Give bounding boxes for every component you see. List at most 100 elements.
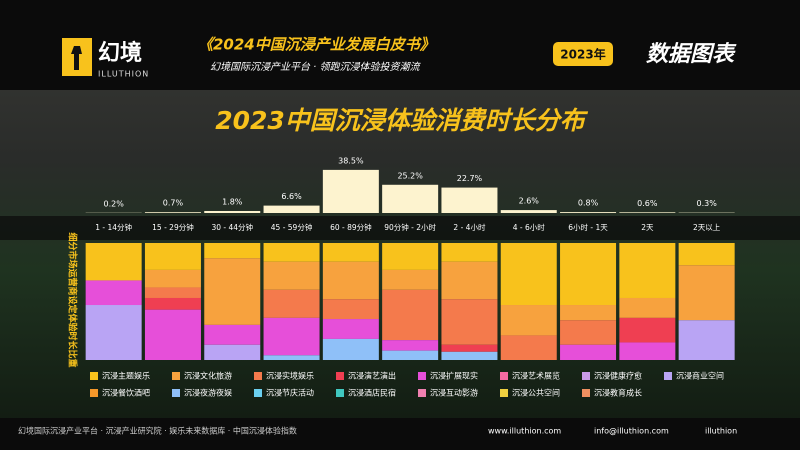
bar — [560, 212, 616, 213]
legend-label: 沉浸文化旅游 — [184, 371, 232, 381]
value-label: 6.6% — [281, 192, 302, 201]
value-label: 0.8% — [578, 199, 599, 208]
stack-segment — [679, 320, 735, 360]
stack-segment — [86, 305, 142, 360]
stack-segment — [264, 262, 320, 290]
value-label: 1.8% — [222, 197, 243, 206]
category-label: 4 - 6小时 — [513, 222, 546, 232]
legend-label: 沉浸主题娱乐 — [102, 371, 150, 381]
legend-swatch — [172, 389, 180, 397]
stack-segment — [145, 270, 201, 288]
stack-segment — [323, 319, 379, 339]
value-label: 0.7% — [163, 199, 184, 208]
y-axis-label: 细分市场运营商设定体验时长比重 — [67, 232, 79, 367]
stack-segment — [204, 325, 260, 345]
legend-swatch — [254, 372, 262, 380]
legend-swatch — [500, 389, 508, 397]
stack-segment — [382, 351, 438, 360]
stack-segment — [145, 298, 201, 310]
legend-label: 沉浸艺术展览 — [512, 371, 560, 381]
stack-segment — [441, 262, 497, 299]
legend-label: 沉浸夜游夜娱 — [184, 388, 232, 398]
legend-label: 沉浸扩展现实 — [430, 371, 478, 381]
chart-title: 2023中国沉浸体验消费时长分布 — [215, 106, 589, 135]
legend-swatch — [500, 372, 508, 380]
value-label: 0.3% — [696, 199, 717, 208]
stack-segment — [204, 243, 260, 258]
legend-swatch — [582, 372, 590, 380]
category-label: 1 - 14分钟 — [95, 222, 132, 232]
stack-segment — [619, 342, 675, 360]
legend-label: 沉浸教育成长 — [594, 388, 642, 398]
value-label: 2.6% — [519, 197, 540, 206]
slogan: 幻境国际沉浸产业平台 · 领跑沉浸体验投资潮流 — [210, 61, 422, 73]
stack-segment — [264, 355, 320, 360]
value-label: 22.7% — [457, 174, 483, 183]
legend-label: 沉浸实境娱乐 — [266, 371, 314, 381]
stack-segment — [382, 270, 438, 290]
bar — [382, 185, 438, 213]
footer-web: www.illuthion.com — [488, 427, 561, 436]
stack-segment — [501, 305, 557, 335]
stack-segment — [619, 318, 675, 343]
stack-segment — [679, 243, 735, 265]
stack-segment — [560, 243, 616, 305]
stack-segment — [441, 352, 497, 360]
value-label: 0.2% — [103, 199, 124, 208]
footer-org: 幻境国际沉浸产业平台 · 沉浸产业研究院 · 娱乐未来数据库 · 中国沉浸体验指… — [18, 426, 297, 436]
legend-label: 沉浸餐饮酒吧 — [102, 388, 150, 398]
stack-segment — [382, 290, 438, 340]
year: 2023年 — [560, 47, 605, 62]
stack-segment — [323, 339, 379, 360]
bar — [441, 188, 497, 213]
stack-segment — [619, 298, 675, 318]
legend-label: 沉浸酒店民宿 — [348, 388, 396, 398]
legend-swatch — [172, 372, 180, 380]
legend-swatch — [336, 372, 344, 380]
stack-segment — [501, 335, 557, 360]
legend-swatch — [90, 372, 98, 380]
stack-segment — [679, 265, 735, 320]
legend-swatch — [418, 389, 426, 397]
stack-segment — [382, 340, 438, 351]
category-label: 60 - 89分钟 — [330, 222, 372, 232]
legend-label: 沉浸演艺演出 — [348, 371, 396, 381]
stack-segment — [501, 243, 557, 305]
stack-segment — [560, 320, 616, 345]
bar — [264, 206, 320, 213]
legend-swatch — [418, 372, 426, 380]
legend-label: 沉浸互动影游 — [430, 388, 478, 398]
tag: 数据图表 — [646, 42, 737, 67]
bar — [323, 170, 379, 213]
stack-segment — [323, 299, 379, 319]
legend-label: 沉浸健康疗愈 — [594, 371, 642, 381]
value-label: 25.2% — [397, 171, 423, 180]
category-label: 2天以上 — [693, 223, 721, 232]
category-label: 6小时 - 1天 — [568, 222, 608, 232]
legend-swatch — [254, 389, 262, 397]
bar — [145, 212, 201, 213]
category-label: 90分钟 - 2小时 — [384, 222, 436, 232]
legend-swatch — [90, 389, 98, 397]
logo-text: 幻境 — [98, 40, 142, 66]
stack-segment — [560, 305, 616, 320]
stack-segment — [204, 258, 260, 325]
stack-segment — [560, 345, 616, 360]
stack-segment — [441, 243, 497, 262]
stack-segment — [145, 310, 201, 360]
report-title: 《2024中国沉浸产业发展白皮书》 — [198, 36, 435, 54]
category-label: 2天 — [641, 223, 654, 232]
legend-swatch — [336, 389, 344, 397]
footer-social: illuthion — [705, 427, 737, 436]
bar — [501, 210, 557, 213]
legend-swatch — [664, 372, 672, 380]
stack-segment — [619, 243, 675, 298]
stack-segment — [86, 243, 142, 280]
value-label: 38.5% — [338, 156, 364, 165]
category-label: 15 - 29分钟 — [152, 222, 194, 232]
stack-segment — [382, 243, 438, 270]
legend-label: 沉浸公共空间 — [512, 388, 560, 398]
footer-mail: info@illuthion.com — [594, 427, 669, 436]
